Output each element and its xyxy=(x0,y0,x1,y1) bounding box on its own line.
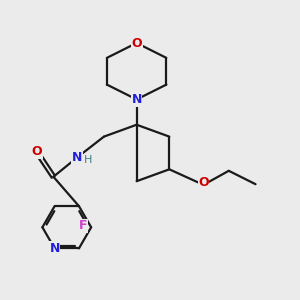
Text: N: N xyxy=(131,93,142,106)
Text: N: N xyxy=(72,151,83,164)
Text: O: O xyxy=(131,37,142,50)
Text: H: H xyxy=(84,155,93,165)
Text: O: O xyxy=(198,176,209,189)
Text: N: N xyxy=(50,242,60,255)
Text: F: F xyxy=(79,219,87,232)
Text: O: O xyxy=(32,145,42,158)
